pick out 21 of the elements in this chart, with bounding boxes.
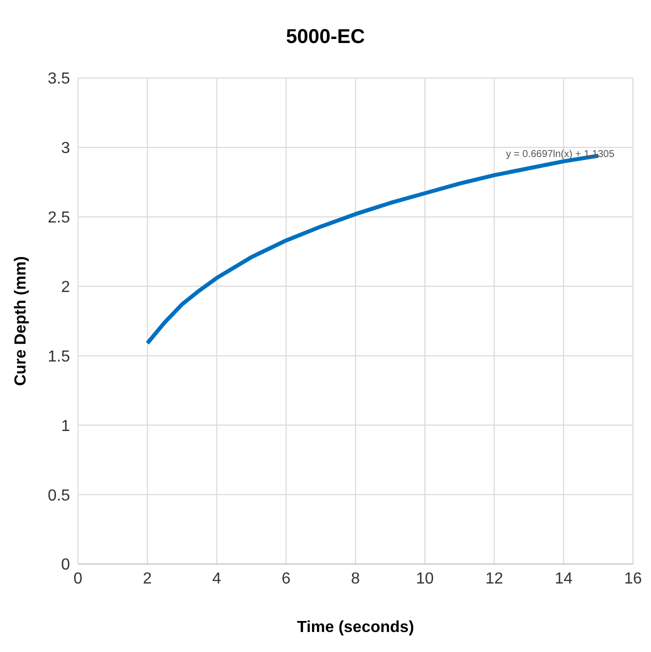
y-axis-title: Cure Depth (mm): [12, 256, 30, 386]
x-tick-label: 12: [485, 570, 504, 588]
y-tick-label: 0.5: [48, 487, 70, 504]
x-tick-label: 10: [416, 570, 434, 588]
x-tick-label: 0: [74, 570, 83, 588]
x-tick-label: 16: [624, 570, 642, 588]
y-tick-label: 2: [61, 278, 70, 296]
y-tick-label: 2.5: [48, 210, 70, 227]
y-tick-label: 1.5: [48, 348, 70, 366]
x-tick-label: 8: [351, 570, 360, 588]
y-tick-label: 0: [61, 556, 70, 574]
y-tick-label: 3: [61, 140, 70, 158]
y-tick-label: 1: [61, 418, 70, 435]
x-tick-label: 2: [142, 570, 152, 588]
annotation: y = 0.6697ln(x) + 1.1305: [506, 149, 614, 160]
x-axis-title: Time (seconds): [296, 619, 414, 636]
chart-title: 5000-EC: [285, 26, 366, 49]
x-tick-label: 4: [212, 570, 222, 588]
x-tick-label: 14: [554, 570, 573, 588]
y-tick-label: 3.5: [48, 70, 70, 88]
x-tick-label: 6: [282, 570, 291, 588]
